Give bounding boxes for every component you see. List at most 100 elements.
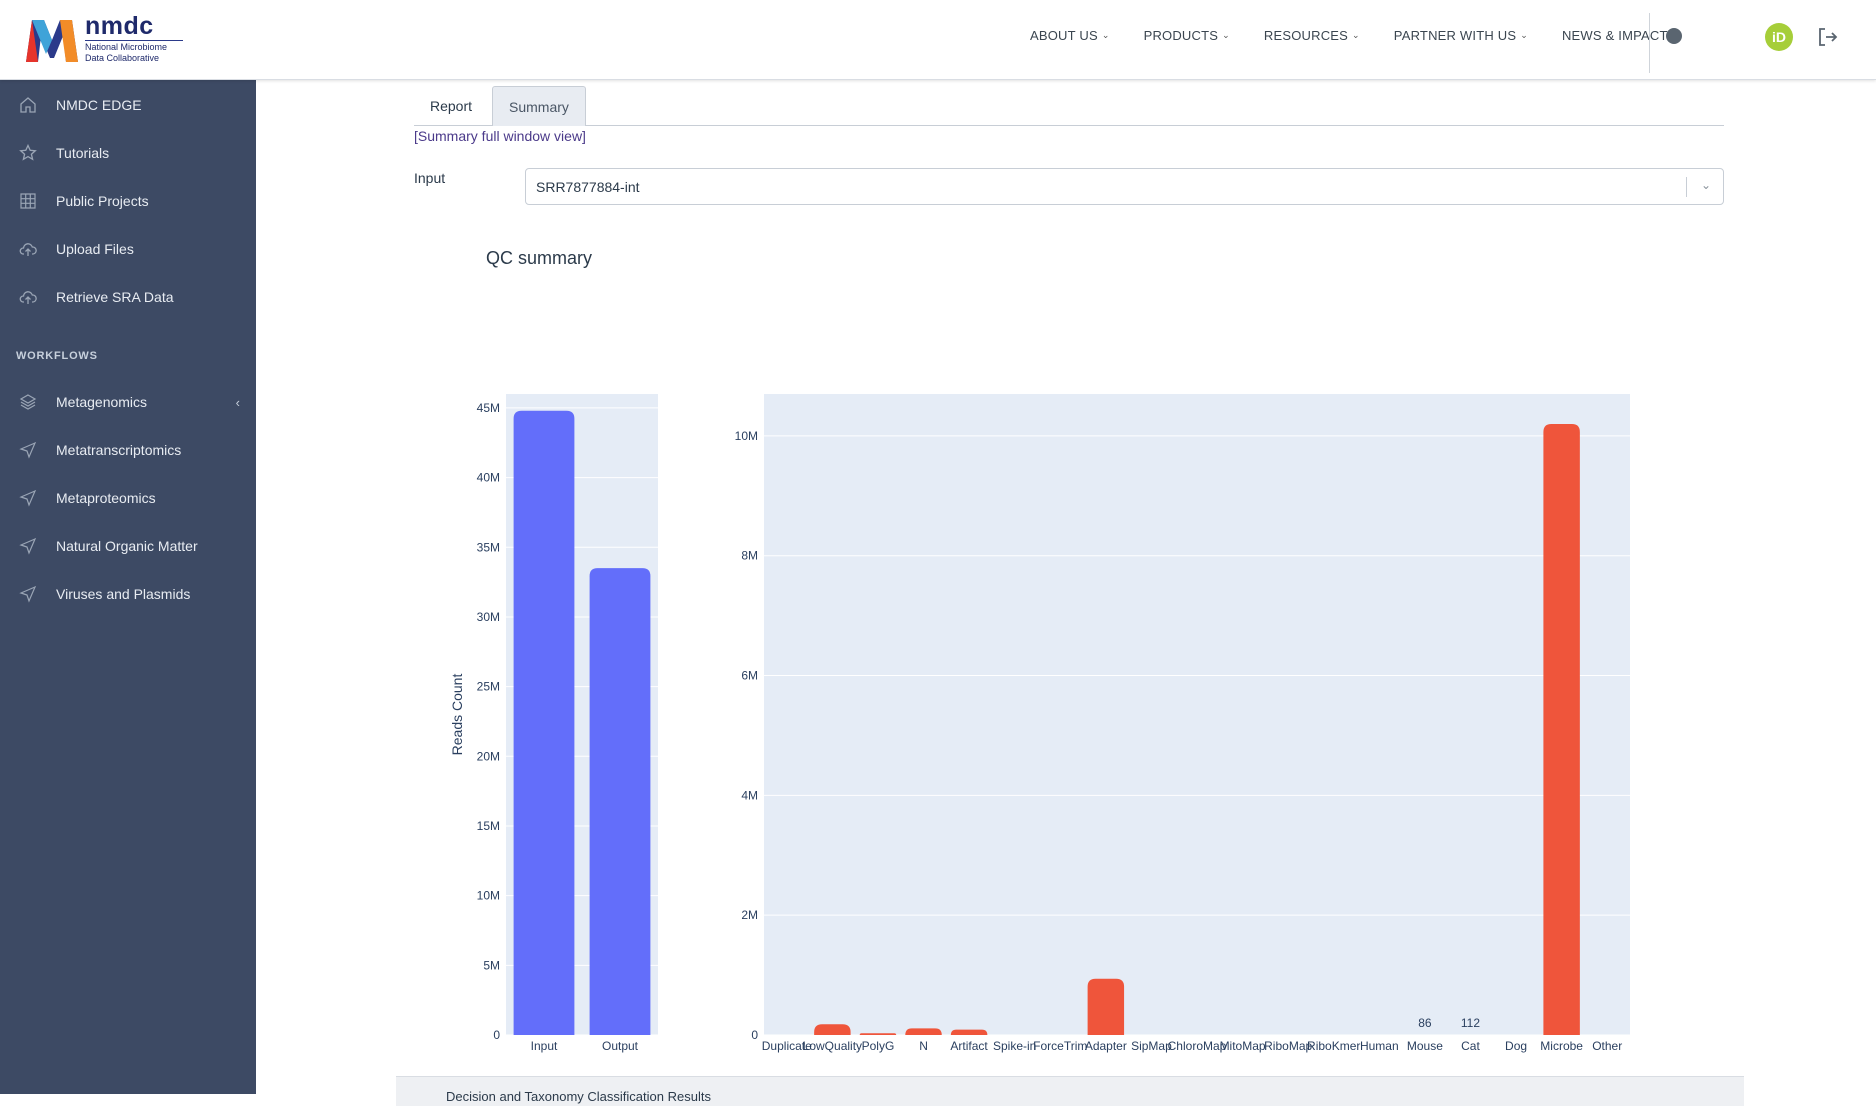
- send-icon: [19, 441, 37, 459]
- x-tick-label: RiboKmer: [1307, 1039, 1360, 1053]
- x-tick-label: Dog: [1505, 1039, 1527, 1053]
- sidebar-item-metaproteomics[interactable]: Metaproteomics: [0, 478, 256, 518]
- y-tick-label: 45M: [477, 401, 500, 415]
- y-tick-label: 25M: [477, 680, 500, 694]
- sidebar-item-tutorials[interactable]: Tutorials: [0, 133, 256, 173]
- workflows-heading: WORKFLOWS: [16, 350, 98, 362]
- qc-summary-title: QC summary: [486, 248, 593, 268]
- data-label: 86: [1418, 1016, 1432, 1030]
- nav-partner-with-us[interactable]: PARTNER WITH US ⌄: [1394, 28, 1528, 43]
- sidebar-item-label: NMDC EDGE: [56, 97, 142, 113]
- x-tick-label: MitoMap: [1220, 1039, 1266, 1053]
- logo-subtitle: National Microbiome Data Collaborative: [85, 42, 195, 64]
- reads-count-chart: 0 5M 10M 15M 20M 25M 30M 35M 40M 45M Input Output Re…: [449, 394, 658, 1053]
- x-tick-label: Output: [602, 1039, 639, 1053]
- sidebar-item-natural-organic-matter[interactable]: Natural Organic Matter: [0, 526, 256, 566]
- sidebar: NMDC EDGE Tutorials Public Projects Uplo…: [0, 80, 256, 1094]
- nav-label: NEWS & IMPACT: [1561, 28, 1668, 43]
- sidebar-item-nmdc-edge[interactable]: NMDC EDGE: [0, 85, 256, 125]
- y-tick-label: 0: [751, 1028, 758, 1042]
- chevron-down-icon[interactable]: ⌄: [1700, 178, 1711, 192]
- sidebar-item-label: Tutorials: [56, 145, 110, 161]
- x-tick-label: SipMap: [1131, 1039, 1172, 1053]
- x-tick-label: Spike-in: [993, 1039, 1036, 1053]
- bar-microbe[interactable]: [1543, 423, 1580, 1036]
- tab-report[interactable]: Report: [430, 98, 473, 114]
- sidebar-item-label: Viruses and Plasmids: [56, 586, 191, 602]
- sidebar-item-label: Public Projects: [56, 193, 149, 209]
- chevron-down-icon: ⌄: [1352, 30, 1360, 40]
- logo-subtitle-line1: National Microbiome: [85, 42, 168, 52]
- orcid-icon[interactable]: iD: [1765, 23, 1793, 51]
- star-icon: [19, 144, 37, 161]
- main-content: Report Summary [Summary full window view…: [256, 80, 1876, 1106]
- bar-polyg[interactable]: [859, 1033, 897, 1035]
- header-divider: [1649, 13, 1650, 73]
- layers-icon: [19, 394, 37, 410]
- sidebar-item-label: Upload Files: [56, 241, 134, 257]
- y-tick-label: 4M: [741, 788, 758, 802]
- sidebar-item-label: Natural Organic Matter: [56, 538, 198, 554]
- chevron-down-icon: ⌄: [1520, 30, 1528, 40]
- data-label: 112: [1461, 1016, 1480, 1030]
- nav-label: PARTNER WITH US: [1393, 28, 1517, 43]
- result-tabs: Report Summary: [414, 86, 1724, 126]
- nav-products[interactable]: PRODUCTS ⌄: [1144, 28, 1230, 43]
- y-tick-label: 5M: [483, 958, 500, 972]
- y-tick-label: 0: [493, 1028, 500, 1042]
- bar-input[interactable]: [513, 410, 575, 1035]
- bar-output[interactable]: [589, 568, 651, 1035]
- bar-adapter[interactable]: [1087, 978, 1125, 1035]
- x-tick-label: Adapter: [1085, 1039, 1127, 1053]
- x-tick-label: LowQuality: [803, 1039, 862, 1053]
- bar-lowquality[interactable]: [814, 1024, 851, 1035]
- sidebar-item-retrieve-sra-data[interactable]: Retrieve SRA Data: [0, 277, 256, 317]
- user-account-icon[interactable]: [1666, 28, 1682, 44]
- bar-n[interactable]: [905, 1028, 942, 1035]
- select-separator: [1686, 177, 1687, 197]
- sidebar-item-metagenomics[interactable]: Metagenomics ‹: [0, 382, 256, 422]
- x-tick-label: Human: [1360, 1039, 1399, 1053]
- nav-about-us[interactable]: ABOUT US ⌄: [1030, 28, 1110, 43]
- home-icon: [20, 97, 36, 113]
- send-icon: [19, 537, 37, 555]
- y-tick-label: 10M: [477, 889, 500, 903]
- top-header: nmdc National Microbiome Data Collaborat…: [0, 0, 1876, 80]
- nav-label: RESOURCES: [1263, 28, 1349, 43]
- grid-icon: [20, 193, 36, 209]
- y-tick-label: 20M: [477, 749, 500, 763]
- nav-resources[interactable]: RESOURCES ⌄: [1264, 28, 1360, 43]
- y-tick-label: 35M: [477, 540, 500, 554]
- input-select[interactable]: SRR7877884-int ⌄: [525, 168, 1724, 205]
- cloud-upload-icon: [19, 243, 37, 256]
- bar-artifact[interactable]: [950, 1029, 988, 1035]
- x-tick-label: Input: [531, 1039, 558, 1053]
- y-tick-label: 30M: [477, 610, 500, 624]
- sidebar-item-viruses-and-plasmids[interactable]: Viruses and Plasmids: [0, 574, 256, 614]
- x-tick-label: Cat: [1461, 1039, 1480, 1053]
- sidebar-item-metatranscriptomics[interactable]: Metatranscriptomics: [0, 430, 256, 470]
- sidebar-item-public-projects[interactable]: Public Projects: [0, 181, 256, 221]
- y-tick-label: 2M: [741, 908, 758, 922]
- y-tick-label: 15M: [477, 819, 500, 833]
- input-select-value: SRR7877884-int: [536, 179, 640, 195]
- logo-rule: [85, 40, 183, 41]
- y-tick-label: 8M: [741, 549, 758, 563]
- x-tick-label: Artifact: [950, 1039, 988, 1053]
- x-tick-label: ForceTrim: [1033, 1039, 1087, 1053]
- nmdc-logo-mark-icon: [26, 20, 78, 62]
- logout-icon[interactable]: [1817, 26, 1839, 48]
- summary-full-window-link[interactable]: [Summary full window view]: [414, 128, 586, 144]
- bottom-panel-title: Decision and Taxonomy Classification Res…: [446, 1089, 711, 1104]
- nav-news-impact[interactable]: NEWS & IMPACT⌄: [1562, 28, 1679, 43]
- y-tick-label: 6M: [741, 669, 758, 683]
- logo-wordmark: nmdc: [85, 12, 154, 40]
- y-axis-title: Reads Count: [449, 674, 465, 756]
- nmdc-logo[interactable]: nmdc National Microbiome Data Collaborat…: [22, 12, 183, 68]
- x-tick-label: RiboMap: [1264, 1039, 1312, 1053]
- tab-summary[interactable]: Summary: [492, 86, 586, 126]
- sidebar-item-upload-files[interactable]: Upload Files: [0, 229, 256, 269]
- plot-area: [764, 394, 1630, 1035]
- chevron-down-icon: ⌄: [1222, 30, 1230, 40]
